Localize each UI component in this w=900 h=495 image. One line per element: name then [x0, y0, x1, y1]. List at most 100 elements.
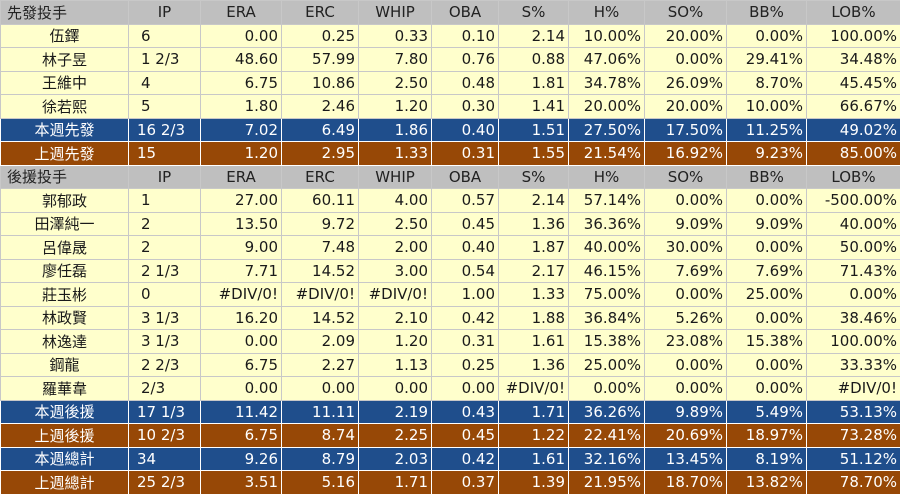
- pitcher-name: 田澤純一: [1, 212, 129, 236]
- pitcher-name: 林政賢: [1, 306, 129, 330]
- stat-cell-ip: 2: [129, 212, 201, 236]
- column-header: IP: [129, 165, 201, 189]
- stat-cell-whip: 2.00: [359, 236, 432, 260]
- stat-cell-s-pct: 1.51: [499, 118, 569, 142]
- stat-cell-era: 9.26: [201, 447, 282, 471]
- pitcher-name: 伍鐸: [1, 24, 129, 48]
- stat-cell-s-pct: 1.61: [499, 330, 569, 354]
- stat-cell-bb-pct: 11.25%: [727, 118, 807, 142]
- stat-cell-era: 0.00: [201, 330, 282, 354]
- stat-cell-h-pct: 15.38%: [569, 330, 645, 354]
- stat-cell-whip: 2.10: [359, 306, 432, 330]
- pitcher-name: 羅華韋: [1, 377, 129, 401]
- stat-cell-erc: 2.09: [282, 330, 359, 354]
- column-header: BB%: [727, 1, 807, 25]
- stat-cell-oba: 0.37: [432, 471, 499, 495]
- stat-cell-so-pct: 13.45%: [645, 447, 727, 471]
- stat-cell-lob-pct: 51.12%: [807, 447, 900, 471]
- stat-cell-whip: 7.80: [359, 48, 432, 72]
- stat-cell-bb-pct: 0.00%: [727, 377, 807, 401]
- stat-cell-h-pct: 32.16%: [569, 447, 645, 471]
- stat-cell-h-pct: 36.26%: [569, 400, 645, 424]
- stat-cell-lob-pct: -500.00%: [807, 189, 900, 213]
- stat-cell-so-pct: 17.50%: [645, 118, 727, 142]
- stat-cell-bb-pct: 0.00%: [727, 236, 807, 260]
- pitcher-name: 林子昱: [1, 48, 129, 72]
- stat-cell-ip: 2 2/3: [129, 353, 201, 377]
- pitcher-name: 上週先發: [1, 142, 129, 166]
- section-title: 先發投手: [1, 1, 129, 25]
- stat-cell-era: 9.00: [201, 236, 282, 260]
- stat-cell-whip: 2.50: [359, 71, 432, 95]
- stat-cell-s-pct: 1.36: [499, 353, 569, 377]
- stat-cell-s-pct: 1.81: [499, 71, 569, 95]
- stat-cell-so-pct: 16.92%: [645, 142, 727, 166]
- stat-cell-oba: 0.42: [432, 447, 499, 471]
- stat-cell-h-pct: 57.14%: [569, 189, 645, 213]
- stat-cell-s-pct: 1.22: [499, 424, 569, 448]
- stat-cell-lob-pct: 78.70%: [807, 471, 900, 495]
- stat-cell-lob-pct: 33.33%: [807, 353, 900, 377]
- stat-cell-era: 6.75: [201, 71, 282, 95]
- stat-cell-h-pct: 22.41%: [569, 424, 645, 448]
- stat-cell-lob-pct: 66.67%: [807, 95, 900, 119]
- stat-cell-ip: 0: [129, 283, 201, 307]
- stat-cell-whip: 1.71: [359, 471, 432, 495]
- stat-cell-oba: 0.31: [432, 142, 499, 166]
- stat-cell-so-pct: 5.26%: [645, 306, 727, 330]
- column-header: LOB%: [807, 165, 900, 189]
- stat-cell-h-pct: 36.84%: [569, 306, 645, 330]
- column-header: OBA: [432, 165, 499, 189]
- stat-cell-era: 1.20: [201, 142, 282, 166]
- stat-cell-ip: 10 2/3: [129, 424, 201, 448]
- stat-cell-oba: 0.76: [432, 48, 499, 72]
- stat-cell-whip: 2.50: [359, 212, 432, 236]
- stat-cell-ip: 3 1/3: [129, 330, 201, 354]
- stat-cell-oba: 0.00: [432, 377, 499, 401]
- stat-cell-bb-pct: 15.38%: [727, 330, 807, 354]
- stat-cell-whip: 0.00: [359, 377, 432, 401]
- stat-cell-lob-pct: 85.00%: [807, 142, 900, 166]
- column-header: ERA: [201, 1, 282, 25]
- section-title: 後援投手: [1, 165, 129, 189]
- stat-cell-so-pct: 20.00%: [645, 24, 727, 48]
- column-header: ERA: [201, 165, 282, 189]
- stat-cell-oba: 0.40: [432, 236, 499, 260]
- stat-cell-erc: 2.27: [282, 353, 359, 377]
- pitcher-name: 鋼龍: [1, 353, 129, 377]
- pitcher-name: 上週後援: [1, 424, 129, 448]
- stat-cell-s-pct: 1.36: [499, 212, 569, 236]
- stat-cell-h-pct: 21.95%: [569, 471, 645, 495]
- stat-cell-oba: 0.42: [432, 306, 499, 330]
- stat-cell-erc: 5.16: [282, 471, 359, 495]
- stat-cell-bb-pct: 0.00%: [727, 306, 807, 330]
- stat-cell-ip: 1: [129, 189, 201, 213]
- stat-cell-ip: 2: [129, 236, 201, 260]
- stat-cell-oba: 0.43: [432, 400, 499, 424]
- stat-cell-h-pct: 36.36%: [569, 212, 645, 236]
- stat-cell-bb-pct: 5.49%: [727, 400, 807, 424]
- stat-cell-so-pct: 0.00%: [645, 189, 727, 213]
- stat-cell-ip: 2 1/3: [129, 259, 201, 283]
- stat-cell-s-pct: 1.39: [499, 471, 569, 495]
- stat-cell-ip: 16 2/3: [129, 118, 201, 142]
- stat-cell-erc: 57.99: [282, 48, 359, 72]
- stat-cell-so-pct: 18.70%: [645, 471, 727, 495]
- pitcher-name: 徐若熙: [1, 95, 129, 119]
- stat-cell-lob-pct: 73.28%: [807, 424, 900, 448]
- stat-cell-lob-pct: 0.00%: [807, 283, 900, 307]
- stat-cell-bb-pct: 0.00%: [727, 353, 807, 377]
- stat-cell-whip: 4.00: [359, 189, 432, 213]
- stat-cell-ip: 6: [129, 24, 201, 48]
- stat-cell-ip: 5: [129, 95, 201, 119]
- stat-cell-era: 0.00: [201, 377, 282, 401]
